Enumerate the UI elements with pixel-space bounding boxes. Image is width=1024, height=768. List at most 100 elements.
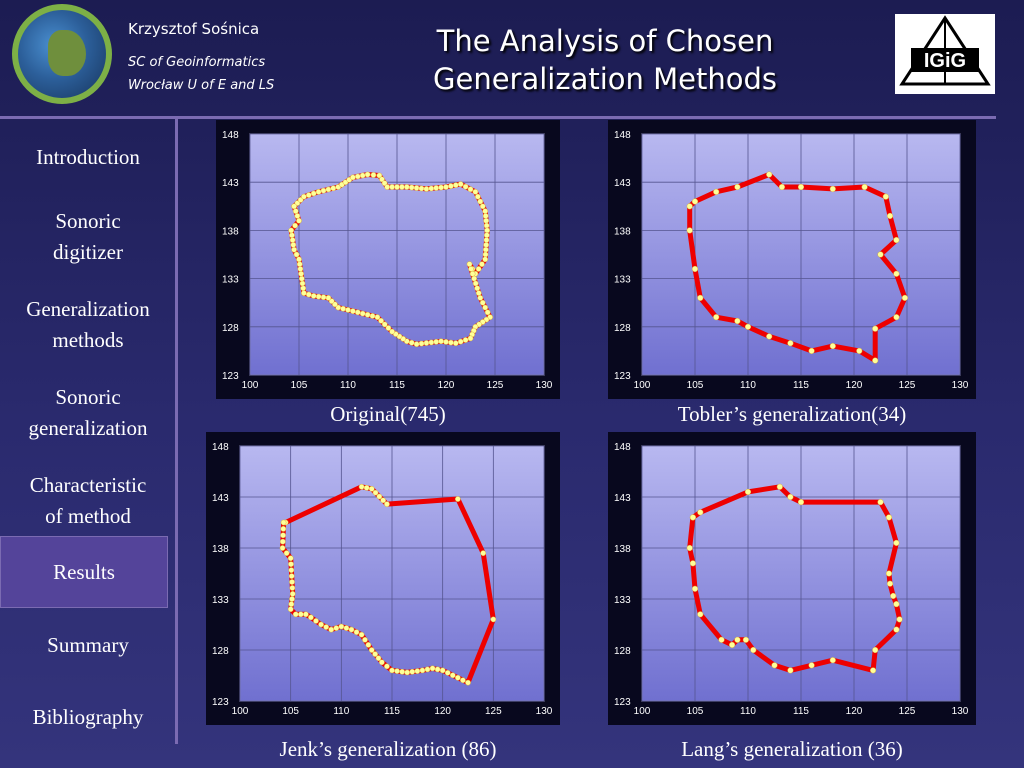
data-point [829,657,836,664]
data-point [423,186,430,192]
data-point [776,483,783,490]
sidebar-item-sonoric-digitizer[interactable]: Sonoric digitizer [0,206,176,268]
data-point [291,246,297,253]
data-point [893,601,900,608]
data-point [734,636,741,643]
data-point [861,183,868,191]
data-point [404,669,411,676]
data-point [368,485,375,492]
x-tick-label: 115 [389,380,405,391]
data-point [893,270,900,277]
chart-original: 100 105 110 115 120 125 130 123 128 133 138 143 148 [216,120,560,399]
data-point [870,667,877,674]
data-point [364,311,371,318]
data-point [340,305,346,312]
data-point [713,188,720,195]
data-point [882,193,889,200]
x-tick-label: 110 [340,380,356,391]
data-point [294,213,301,219]
data-point [482,256,489,263]
sidebar-divider [175,119,178,744]
data-point [797,499,805,506]
x-tick-label: 105 [687,706,704,717]
data-point [280,532,286,539]
data-point [467,186,474,193]
sidebar-item-characteristic-of-method[interactable]: Characteristic of method [0,470,176,532]
data-point [409,668,416,675]
title-line-1: The Analysis of Chosen [436,24,774,58]
data-point [399,184,405,190]
data-point [457,338,464,345]
data-point [460,677,466,684]
data-point [325,186,332,193]
data-point [452,340,459,347]
data-point [418,185,425,192]
data-point [296,261,303,267]
data-point [328,626,335,633]
data-point [482,208,489,214]
data-point [283,550,290,556]
data-point [394,668,400,674]
data-point [689,560,696,567]
data-point [787,667,794,674]
data-point [288,561,294,567]
sidebar-item-results[interactable]: Results [0,536,168,608]
data-point [443,339,449,345]
data-point [375,655,382,662]
sidebar-item-generalization-methods[interactable]: Generalization methods [0,294,176,356]
data-point [364,171,371,178]
data-point [449,672,456,679]
data-point [289,591,296,597]
data-point [787,493,794,501]
sidebar-item-introduction[interactable]: Introduction [0,142,176,173]
data-point [359,310,366,317]
data-point [742,636,749,643]
data-point [462,183,469,190]
sidebar-item-bibliography[interactable]: Bibliography [0,702,176,733]
data-point [689,514,696,521]
data-point [279,538,286,545]
data-point [471,275,477,282]
data-point [292,222,298,229]
data-point [354,309,361,316]
x-tick-label: 130 [536,706,553,717]
sidebar-item-label: Sonoric [55,209,121,233]
data-point [419,667,426,674]
y-tick-label: 148 [222,130,239,141]
data-point [325,295,332,301]
data-point [697,294,704,301]
data-point [363,484,370,491]
data-point [691,265,699,273]
data-point [734,183,741,191]
data-point [872,646,879,654]
data-point [872,325,879,332]
chart-jenks-svg: 100 105 110 115 120 125 130 123 128 133 138 143 148 [212,442,553,717]
data-point [385,325,392,331]
data-point [413,341,420,348]
data-point [475,193,481,200]
data-point [381,321,388,328]
data-point [778,183,785,191]
data-point [418,340,425,347]
data-point [479,299,486,306]
data-point [293,251,300,258]
data-point [474,285,481,292]
data-point [399,668,405,675]
data-point [289,232,295,239]
y-tick-label: 123 [222,371,239,382]
data-point [348,626,355,633]
data-point [797,183,805,191]
data-point [413,185,420,191]
y-tick-label: 138 [614,544,631,555]
data-point [429,665,436,672]
x-tick-label: 105 [282,706,299,717]
y-tick-label: 123 [614,371,631,382]
data-point [483,217,490,224]
data-point [468,266,474,272]
data-point [389,328,395,335]
y-tick-label: 133 [212,595,229,606]
y-tick-label: 133 [614,275,631,286]
sidebar-item-sonoric-generalization[interactable]: Sonoric generalization [0,382,176,444]
x-tick-label: 120 [434,706,451,717]
sidebar-item-summary[interactable]: Summary [0,630,176,661]
